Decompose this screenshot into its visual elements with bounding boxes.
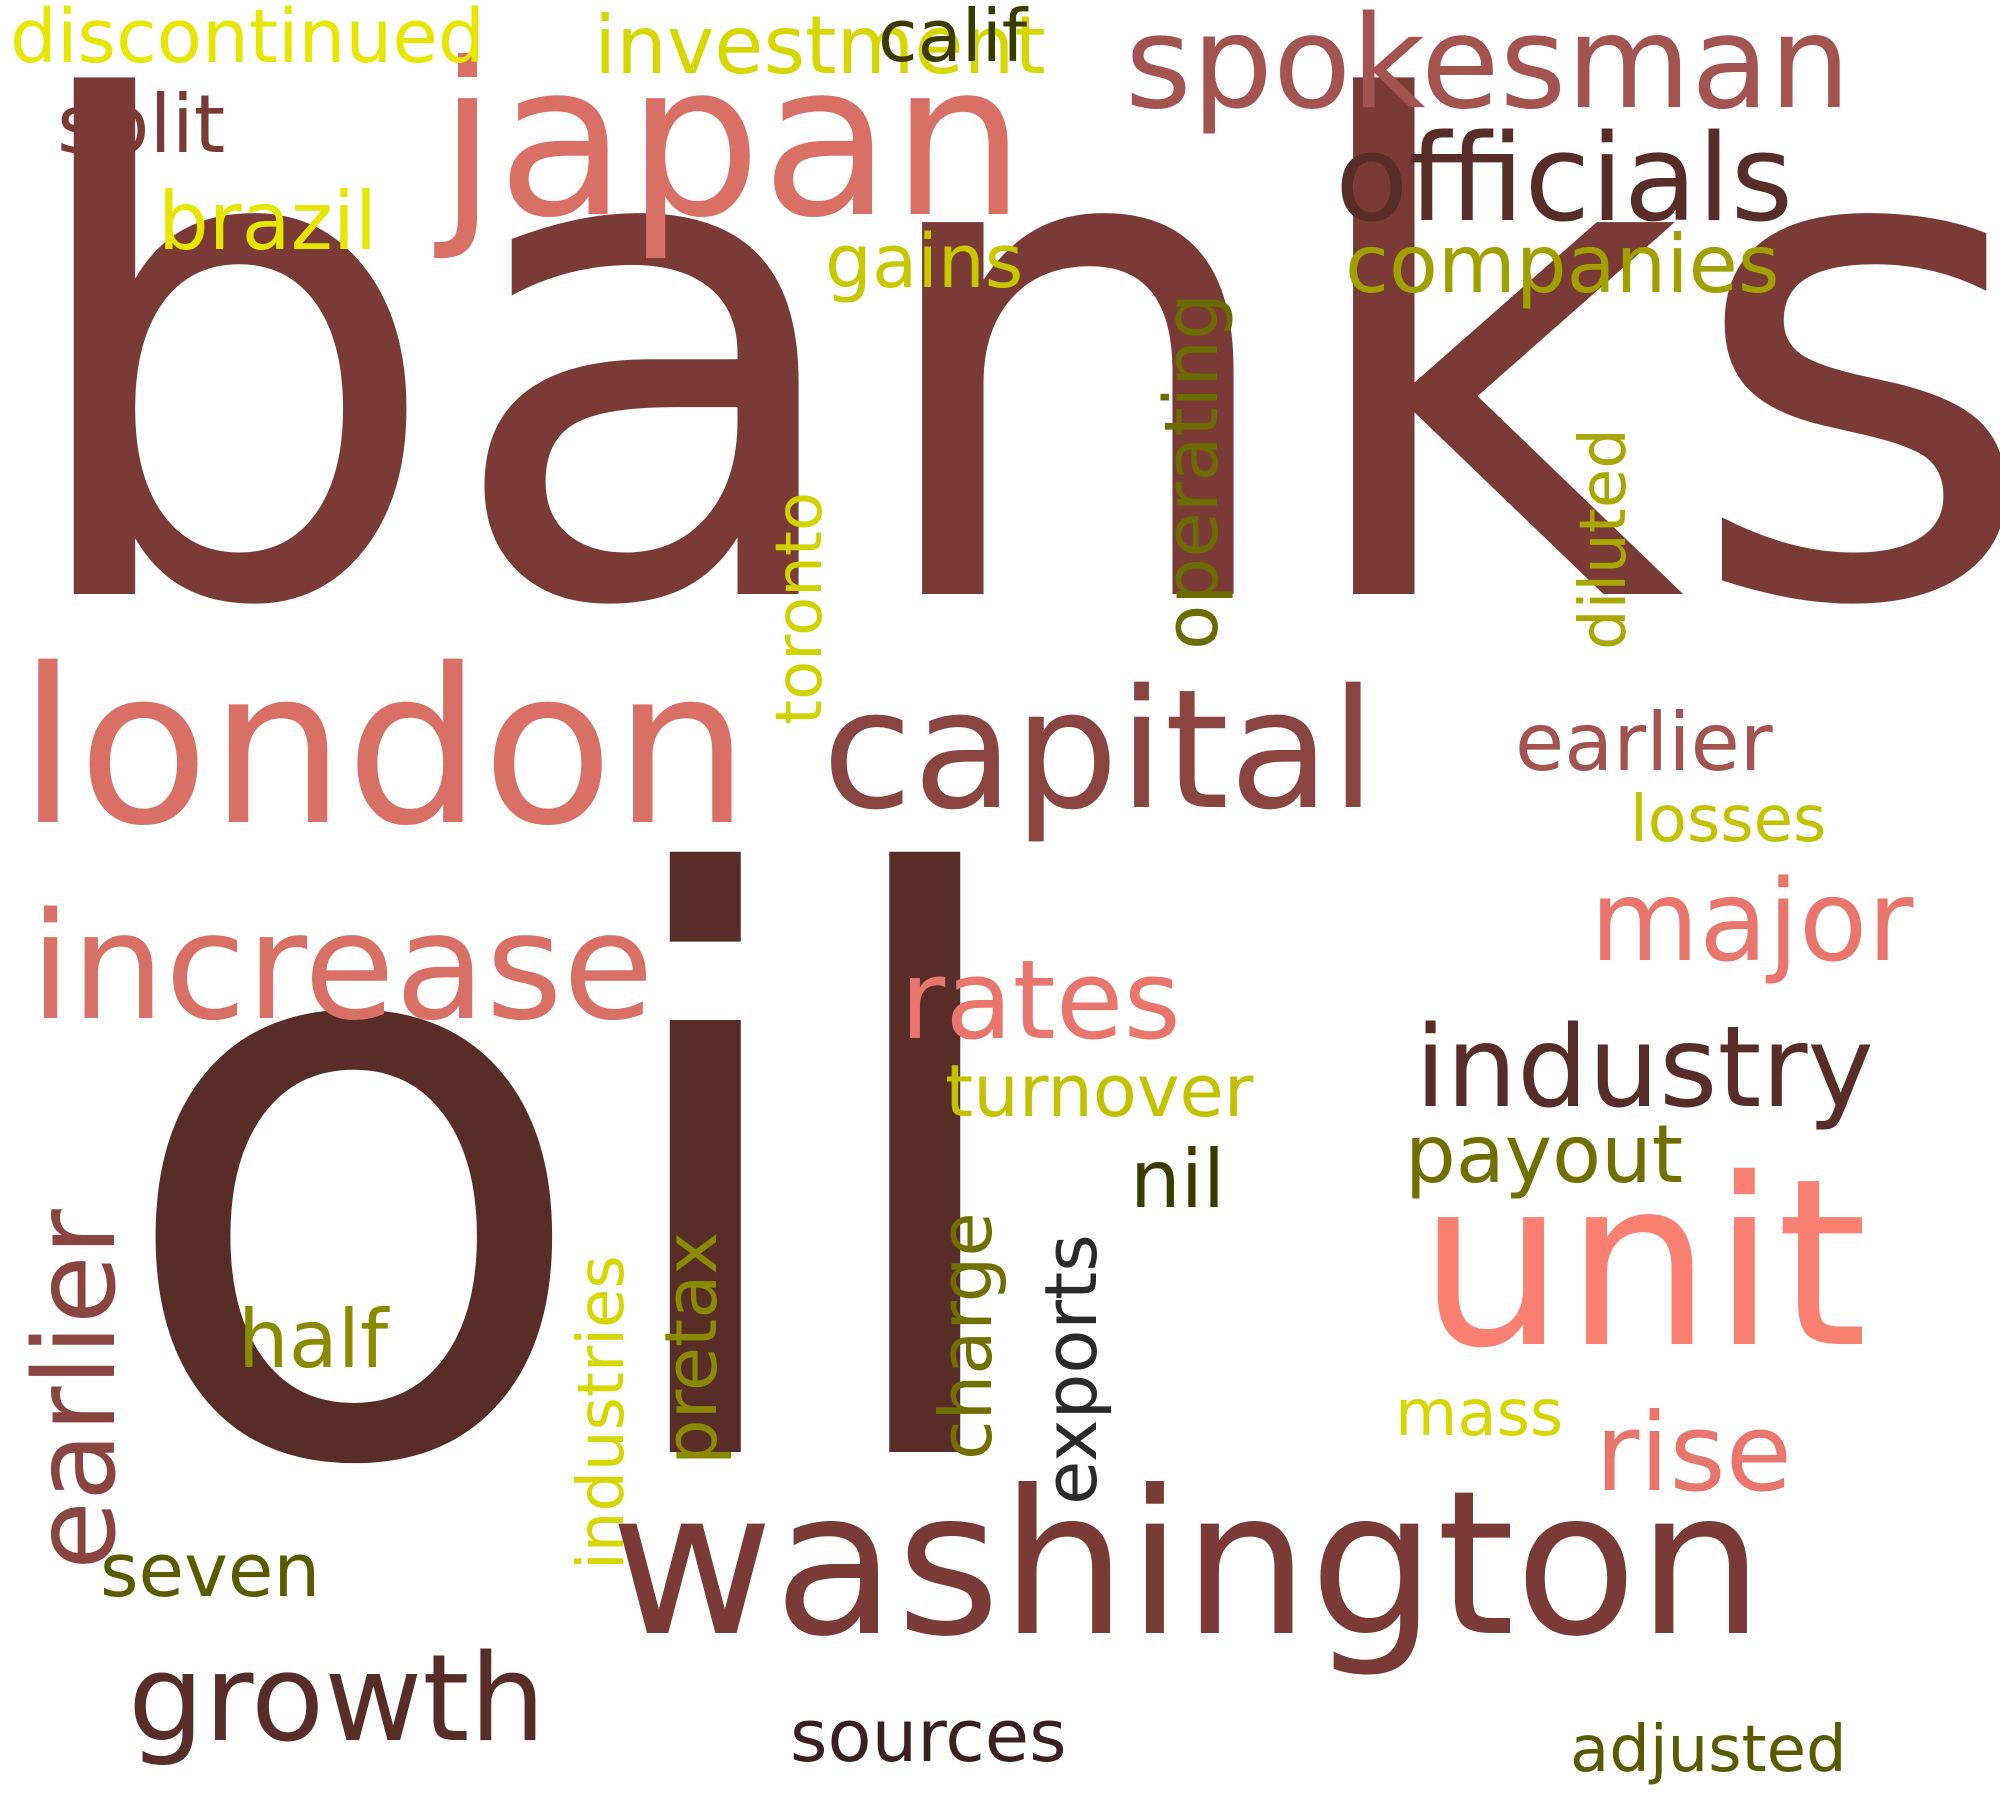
word-capital: capital [822,654,1377,846]
word-brazil: split [57,78,226,171]
word-spokesman: spokesman [1125,0,1851,138]
word-rise: rise [1595,1391,1793,1516]
word-gains: brazil [158,175,378,268]
word-london: london [18,622,750,873]
word-earlier: earlier [11,1209,141,1570]
word-adjusted: adjusted [1570,1713,1847,1787]
word-unit: unit [1418,1129,1868,1399]
word-oil: oil [112,720,1035,1639]
word-charge: charge [924,1212,1008,1460]
word-diluted: diluted [1567,428,1641,650]
word-toronto: toronto [763,491,837,725]
word-major: major [1590,857,1914,987]
word-sources: sources [790,1694,1067,1778]
word-half: half [238,1293,389,1386]
word-rates: rates [900,936,1181,1064]
word-payout: payout [1405,1108,1684,1201]
word-washington: washington [610,1448,1764,1681]
word-industries: industries [565,1255,639,1570]
word-credits: turnover [945,1049,1254,1133]
word-japan: japan [438,17,1026,264]
word-mass: mass [1395,1377,1564,1451]
word-discontinued: companies [1345,218,1780,311]
word-banks: banks [12,0,2000,755]
word-growth: growth [128,1630,546,1769]
word-operating: operating [1149,293,1235,650]
word-increase: increase [30,881,654,1053]
word-seven: seven [100,1528,321,1614]
word-split: calif [878,0,1028,78]
word-investment: discontinued [10,0,485,80]
word-turnover: losses [1630,783,1827,857]
word-nil: nil [1130,1133,1226,1226]
word-officials: officials [1335,110,1794,249]
word-exports: exports [1029,1234,1113,1505]
word-companies: earlier [1515,696,1773,789]
word-industry: industry [1415,1003,1874,1133]
word-losses: gains [825,219,1024,305]
word-calif: investment [594,0,1046,92]
word-pretax: pretax [649,1232,733,1465]
